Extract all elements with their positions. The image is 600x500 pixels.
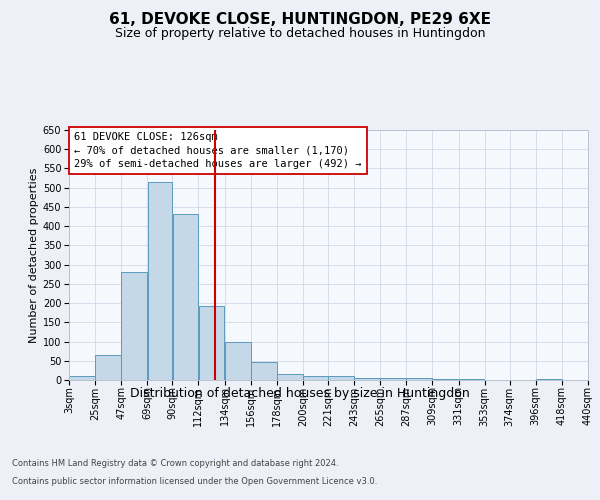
Bar [225,342,251,380]
Bar [173,214,198,380]
Bar [406,378,432,380]
Bar [277,374,303,380]
Bar [328,376,354,380]
Bar [380,378,406,380]
Bar [536,379,562,380]
Bar [148,182,172,380]
Bar [433,379,458,380]
Text: Distribution of detached houses by size in Huntingdon: Distribution of detached houses by size … [130,388,470,400]
Text: Size of property relative to detached houses in Huntingdon: Size of property relative to detached ho… [115,28,485,40]
Text: 61, DEVOKE CLOSE, HUNTINGDON, PE29 6XE: 61, DEVOKE CLOSE, HUNTINGDON, PE29 6XE [109,12,491,28]
Bar [303,376,328,380]
Bar [95,355,121,380]
Text: Contains public sector information licensed under the Open Government Licence v3: Contains public sector information licen… [12,477,377,486]
Text: Contains HM Land Registry data © Crown copyright and database right 2024.: Contains HM Land Registry data © Crown c… [12,458,338,468]
Bar [121,272,147,380]
Bar [199,306,224,380]
Bar [354,378,380,380]
Bar [251,362,277,380]
Bar [69,376,95,380]
Text: 61 DEVOKE CLOSE: 126sqm
← 70% of detached houses are smaller (1,170)
29% of semi: 61 DEVOKE CLOSE: 126sqm ← 70% of detache… [74,132,362,169]
Y-axis label: Number of detached properties: Number of detached properties [29,168,38,342]
Bar [459,379,484,380]
